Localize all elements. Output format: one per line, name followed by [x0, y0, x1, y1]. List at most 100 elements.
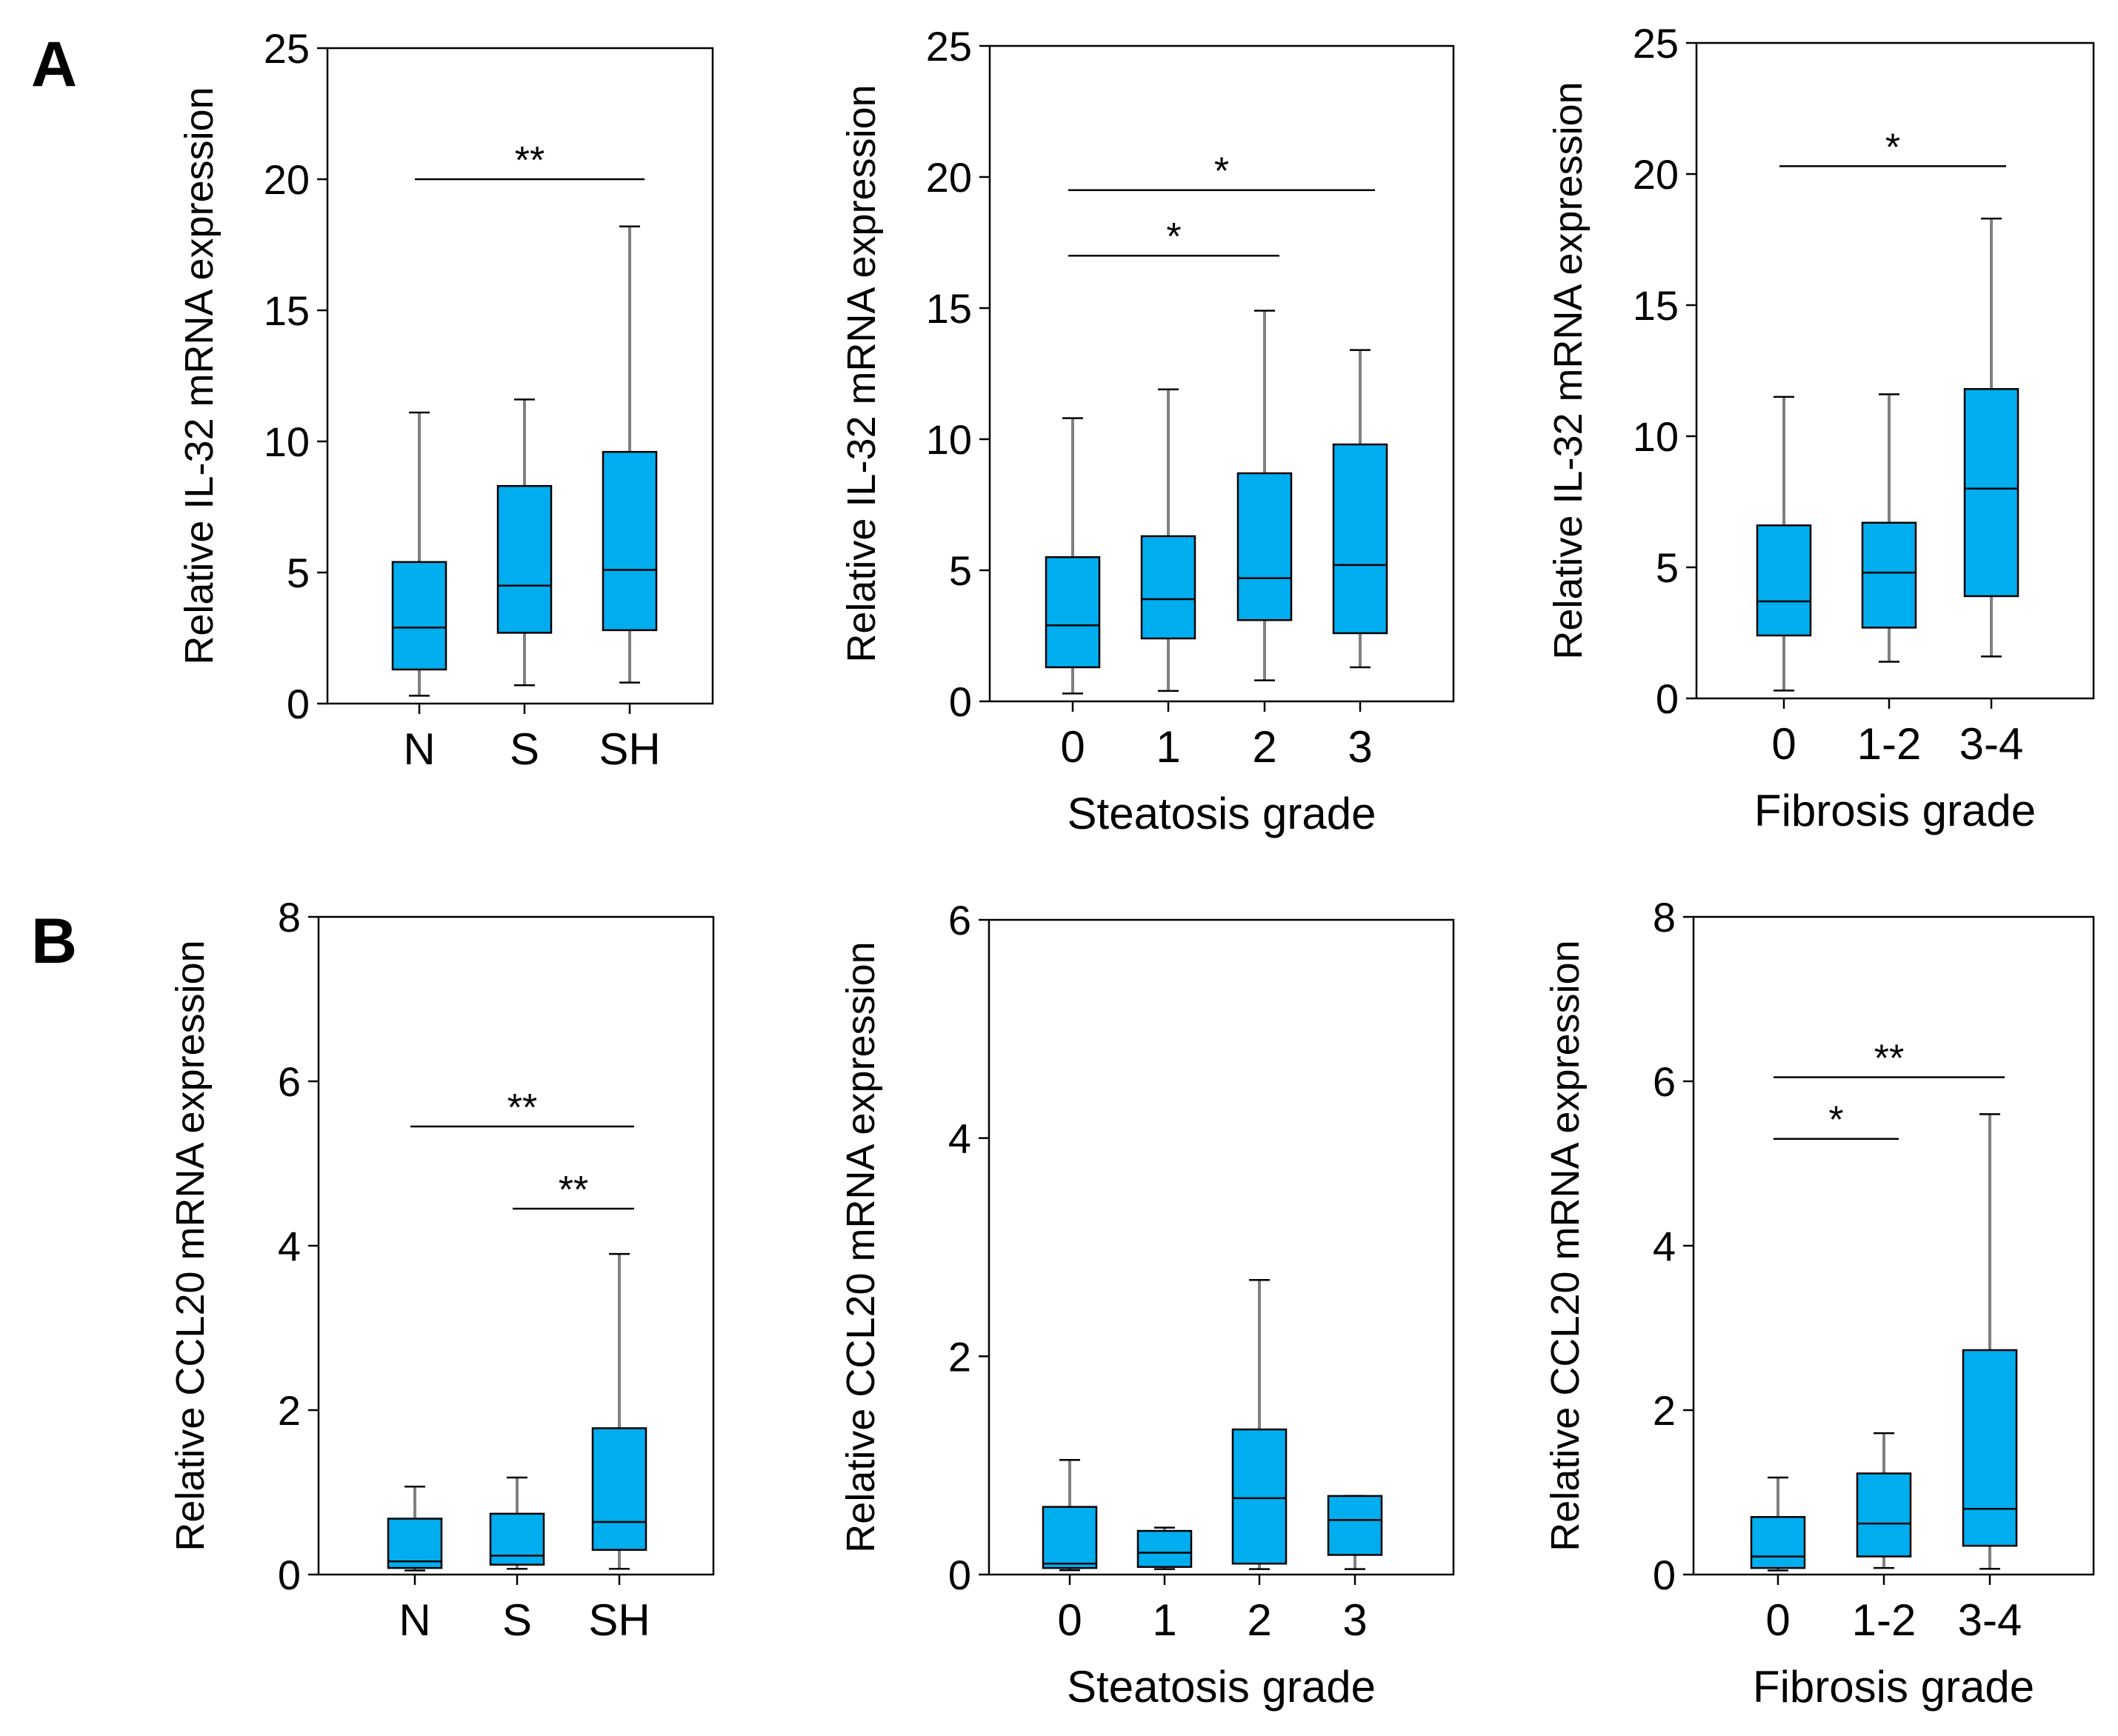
x-tick-label: SH [599, 724, 660, 774]
y-tick-label: 15 [264, 287, 310, 334]
x-tick-label: S [502, 1595, 532, 1645]
plot-frame [326, 47, 714, 705]
x-tick-label: 3 [1342, 1595, 1367, 1645]
iqr-box [1963, 388, 2019, 598]
y-tick-label: 0 [948, 1552, 971, 1598]
y-tick-label: 8 [278, 894, 301, 941]
y-tick-label: 20 [926, 154, 972, 201]
y-tick-label: 2 [1653, 1387, 1676, 1434]
y-tick-label: 0 [949, 678, 972, 725]
box-SH [591, 1252, 647, 1570]
y-tick-label: 0 [287, 681, 310, 727]
iqr-box [1750, 1516, 1806, 1569]
x-axis-label: Fibrosis grade [1754, 786, 2036, 835]
y-axis-label: Relative IL-32 mRNA expression [839, 84, 884, 662]
y-tick-label: 5 [287, 550, 310, 596]
y-tick-label: 25 [1633, 20, 1679, 67]
y-tick-label: 15 [1633, 282, 1679, 329]
box-1-2 [1856, 1432, 1912, 1569]
box-0 [1750, 1476, 1806, 1572]
y-tick-label: 4 [1653, 1223, 1676, 1269]
x-tick-label: 3 [1348, 722, 1372, 772]
panel-label-b: B [31, 906, 78, 977]
box-3 [1327, 1495, 1383, 1570]
box-N [391, 411, 447, 697]
significance-label: * [1828, 1099, 1843, 1142]
chart-6: 0 2 4 6 8 Relative CCL20 mRNA expression 0 1-2 3… [1543, 894, 2095, 1712]
significance-label: * [1885, 126, 1900, 169]
box-0 [1756, 395, 1812, 692]
y-axis-label: Relative IL-32 mRNA expression [177, 87, 222, 664]
x-tick-label: 3-4 [1958, 1595, 2022, 1645]
significance-label: ** [507, 1086, 537, 1129]
chart-5: 0 2 4 6 Relative CCL20 mRNA expression 0 1 2 3 St… [839, 897, 1455, 1712]
x-tick-label: 1 [1156, 722, 1180, 772]
significance-label: * [1166, 216, 1181, 258]
box-N [387, 1485, 443, 1572]
iqr-box [489, 1512, 545, 1566]
y-tick-label: 2 [278, 1387, 301, 1434]
plot-frame [1695, 41, 2095, 700]
plot-frame [988, 44, 1455, 703]
y-tick-label: 0 [278, 1552, 301, 1598]
iqr-box [387, 1518, 443, 1569]
iqr-box [1231, 1428, 1288, 1565]
x-tick-label: 1 [1152, 1595, 1176, 1645]
y-axis-label: Relative CCL20 mRNA expression [168, 940, 213, 1551]
iqr-box [391, 561, 447, 671]
iqr-box [496, 484, 553, 634]
box-S [496, 398, 553, 687]
box-0 [1042, 1459, 1098, 1572]
y-tick-label: 2 [948, 1333, 971, 1380]
iqr-box [1332, 443, 1388, 635]
iqr-box [1856, 1472, 1912, 1558]
iqr-box [1327, 1495, 1383, 1556]
box-2 [1231, 1278, 1288, 1570]
box-SH [602, 225, 658, 684]
x-tick-label: 2 [1247, 1595, 1271, 1645]
y-tick-label: 10 [1633, 413, 1679, 460]
box-S [489, 1476, 545, 1570]
x-tick-label: 0 [1057, 1595, 1082, 1645]
y-tick-label: 15 [926, 285, 972, 332]
significance-label: * [1214, 150, 1229, 193]
x-tick-label: 2 [1252, 722, 1276, 772]
y-tick-label: 6 [278, 1058, 301, 1105]
iqr-box [1756, 524, 1812, 637]
box-1 [1136, 1526, 1193, 1570]
y-tick-label: 4 [948, 1115, 971, 1162]
x-tick-label: N [399, 1595, 430, 1645]
box-1 [1140, 388, 1196, 692]
chart-4: 0 2 4 6 8 Relative CCL20 mRNA expression N S SH *… [168, 894, 715, 1645]
box-3-4 [1963, 217, 2019, 658]
y-tick-label: 6 [1653, 1058, 1676, 1105]
y-tick-label: 0 [1653, 1552, 1676, 1598]
y-tick-label: 25 [926, 23, 972, 70]
y-tick-label: 20 [264, 156, 310, 203]
box-0 [1045, 417, 1101, 695]
x-tick-label: 0 [1771, 719, 1796, 769]
chart-1: 0 5 10 15 20 25 Relative IL-32 mRNA expression… [177, 25, 714, 774]
y-tick-label: 10 [264, 418, 310, 465]
iqr-box [602, 450, 658, 632]
y-tick-label: 4 [278, 1223, 301, 1269]
x-tick-label: 1-2 [1852, 1595, 1916, 1645]
box-3-4 [1962, 1113, 2018, 1570]
y-tick-label: 8 [1653, 894, 1676, 941]
x-tick-label: SH [588, 1595, 650, 1645]
x-tick-label: S [510, 724, 539, 774]
x-axis-label: Steatosis grade [1067, 1662, 1376, 1712]
y-tick-label: 20 [1633, 151, 1679, 198]
chart-3: 0 5 10 15 20 25 Relative IL-32 mRNA expression… [1546, 20, 2095, 835]
y-axis-label: Relative CCL20 mRNA expression [1543, 940, 1588, 1551]
x-axis-label: Fibrosis grade [1753, 1662, 2034, 1712]
x-axis-label: Steatosis grade [1068, 789, 1376, 838]
plot-frame [988, 918, 1455, 1576]
x-tick-label: 1-2 [1857, 719, 1922, 769]
iqr-box [591, 1427, 647, 1551]
y-tick-label: 25 [264, 25, 310, 72]
iqr-box [1140, 535, 1196, 640]
y-tick-label: 10 [926, 416, 972, 463]
